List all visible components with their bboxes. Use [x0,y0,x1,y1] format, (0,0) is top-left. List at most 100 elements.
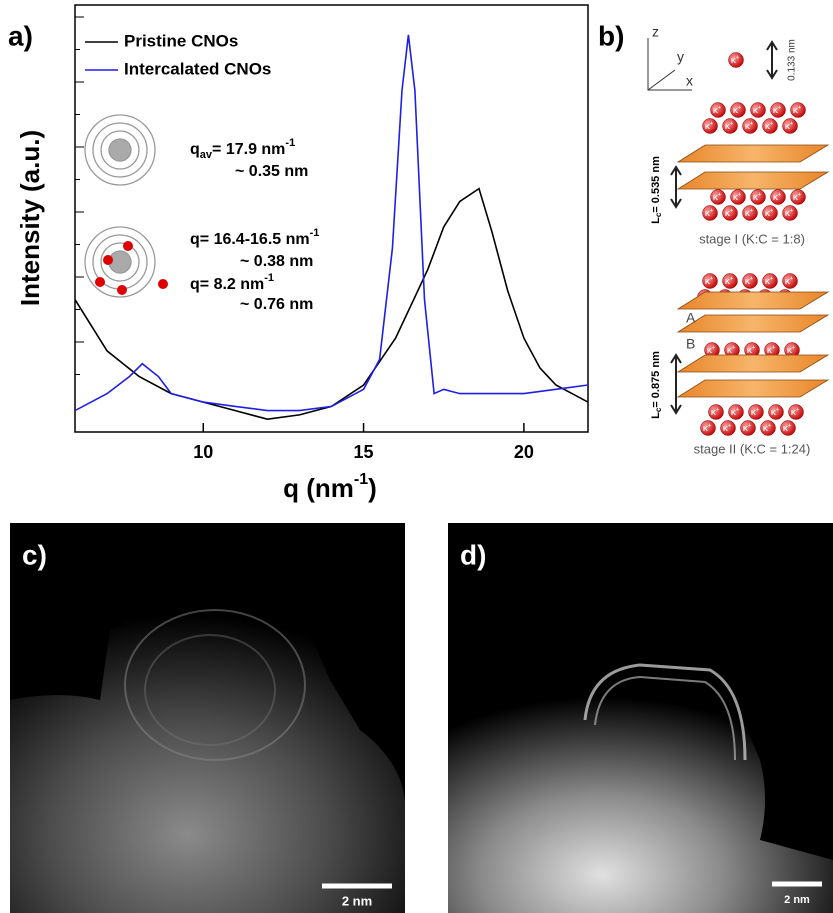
k-ion-label: K+ [705,276,713,286]
ion-sphere [103,255,113,265]
legend-label: Intercalated CNOs [124,59,271,78]
ion-sphere [117,285,127,295]
x-axis-label: q (nm-1) [283,471,377,503]
k-ion [762,118,778,134]
ion-sphere [158,279,168,289]
k-ion-charge: + [758,192,761,198]
x-label-text: q (nm [283,473,354,503]
k-ion-label: K+ [705,121,713,131]
k-ion-symbol: K [725,124,730,131]
k-ion-label: K+ [793,105,801,115]
k-ion-symbol: K [787,348,792,355]
k-ion-charge: + [770,121,773,127]
graphene-plate [676,144,830,163]
k-ion-charge: + [710,121,713,127]
axis-letter: y [677,49,684,65]
tem-particle [10,598,405,913]
k-ion-symbol: K [711,410,716,417]
k-ion-label: K+ [747,345,755,355]
onion-shell [92,122,148,178]
x-tick-label: 15 [354,442,374,462]
tem-particle [448,658,833,913]
k-ion-symbol: K [785,279,790,286]
x-label-sup: -1 [354,471,368,488]
k-ion [730,102,746,118]
k-ion-symbol: K [793,108,798,115]
k-ion-charge: + [776,407,779,413]
k-ion-symbol: K [791,410,796,417]
k-ion [788,404,804,420]
scale-label: 2 nm [342,893,372,908]
layer-label: A [686,310,696,326]
k-ion-charge: + [798,105,801,111]
x-tick-label: 20 [514,442,534,462]
k-ion-charge: + [798,192,801,198]
k-ion-charge: + [790,208,793,214]
k-ion-charge: + [788,423,791,429]
k-ion-charge: + [732,345,735,351]
k-ion [762,205,778,221]
annotation: qav= 17.9 nm-1 [190,137,295,161]
k-ion-label: K+ [707,345,715,355]
k-ion-label: K+ [753,105,761,115]
k-ion-label: K+ [783,423,791,433]
k-ion [720,420,736,436]
k-ion-charge: + [796,407,799,413]
annotation-text: ~ 0.76 nm [240,296,313,313]
k-ion-label: K+ [713,192,721,202]
k-ion-label: K+ [785,276,793,286]
k-ion-label: K+ [785,121,793,131]
k-ion [770,102,786,118]
annotation-text: q= 8.2 nm [190,276,264,293]
k-ion [728,52,744,68]
annotation: ~ 0.38 nm [240,253,313,270]
k-ion-symbol: K [725,211,730,218]
annotation: ~ 0.35 nm [235,163,308,180]
k-ion-symbol: K [763,426,768,433]
k-ion-label: K+ [791,407,799,417]
k-ion-symbol: K [705,124,710,131]
k-ion-charge: + [750,208,753,214]
k-ion-charge: + [710,276,713,282]
lc-sub: c [654,212,663,217]
lc-value: = 0.875 nm [650,351,662,408]
k-ion [722,273,738,289]
k-ion-charge: + [792,345,795,351]
k-ion [742,273,758,289]
k-ion-label: K+ [703,423,711,433]
ion-sphere [95,277,105,287]
k-ion-label: K+ [765,208,773,218]
arrow-head [670,404,682,415]
arrow-head [670,353,682,364]
layer-label: B [686,336,695,352]
stage-caption: stage I (K:C = 1:8) [699,231,805,246]
k-ion-symbol: K [705,279,710,286]
k-ion-charge: + [770,208,773,214]
ion-size: 0.133 nm [787,39,798,81]
k-ion [702,273,718,289]
k-ion [728,404,744,420]
annotation-sup: -1 [310,227,320,239]
k-ion-label: K+ [773,192,781,202]
k-ion-charge: + [718,105,721,111]
k-ion-symbol: K [751,410,756,417]
k-ion-label: K+ [767,345,775,355]
k-ion-label: K+ [751,407,759,417]
k-ion-symbol: K [743,426,748,433]
onion-shell [100,130,140,170]
data-line [75,34,588,412]
panel-label: b) [598,20,624,51]
k-ion-charge: + [738,105,741,111]
graphene-plate [676,314,830,333]
annotation-text: q= 16.4-16.5 nm [190,231,310,248]
k-ion-charge: + [730,276,733,282]
k-ion-label: K+ [725,121,733,131]
k-ion-charge: + [748,423,751,429]
k-ion-label: K+ [743,423,751,433]
k-ion-symbol: K [783,426,788,433]
k-ion-charge: + [752,345,755,351]
k-ion-symbol: K [713,195,718,202]
k-ion-label: K+ [711,407,719,417]
k-ion-label: K+ [725,276,733,286]
